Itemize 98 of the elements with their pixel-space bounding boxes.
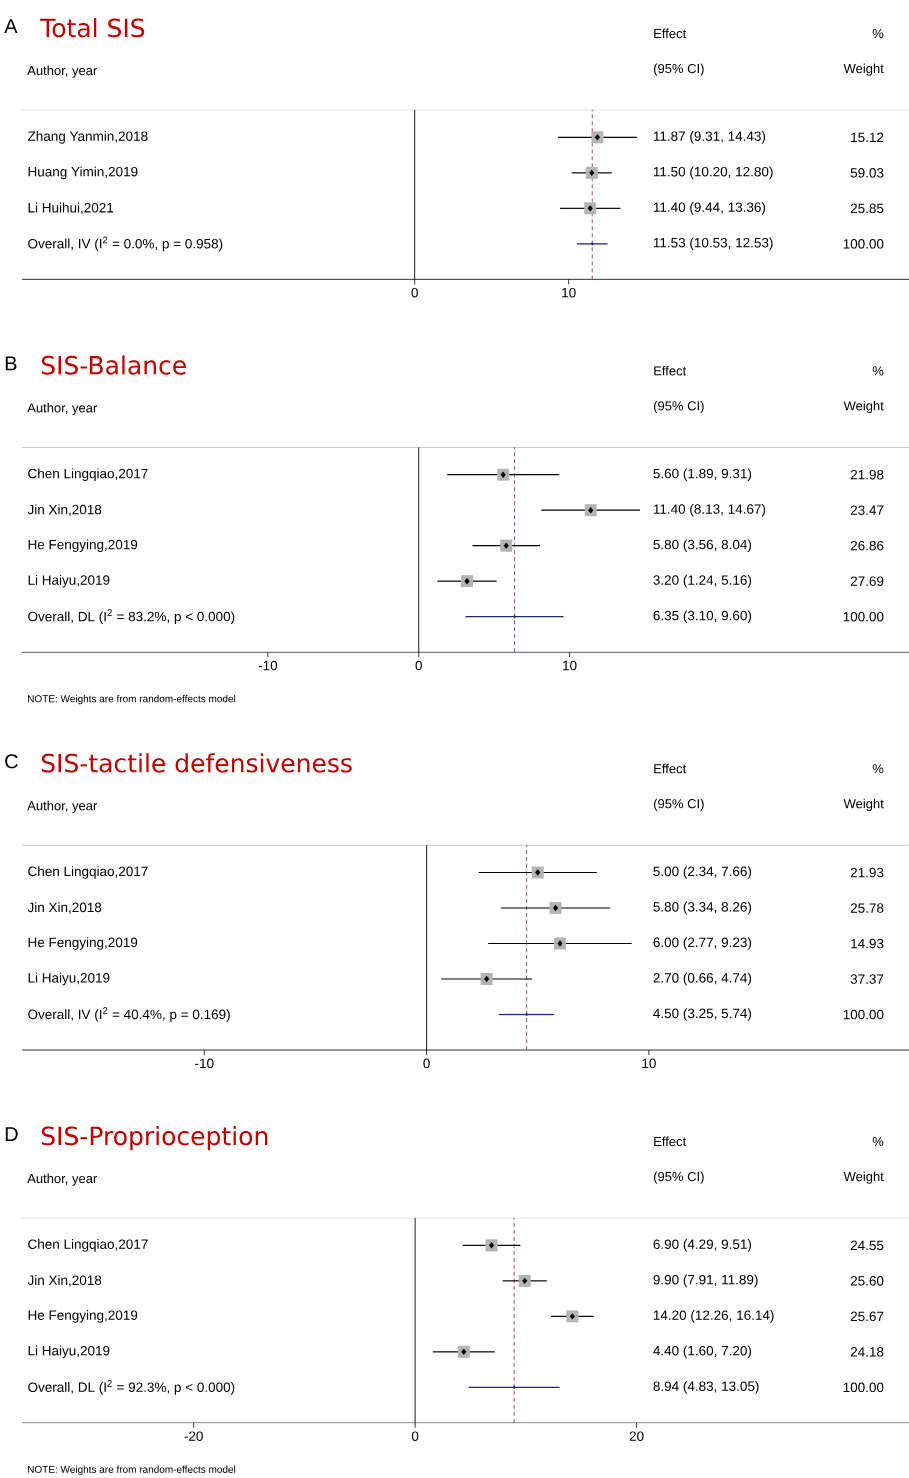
x-tick-label: 10 bbox=[563, 660, 577, 671]
annotation: 14.20 (12.26, 16.14) bbox=[653, 1310, 774, 1323]
text: % bbox=[872, 764, 884, 774]
text: Author, year bbox=[27, 402, 98, 416]
annotation: 24.18 bbox=[850, 1347, 884, 1357]
text: Effect bbox=[654, 1136, 687, 1147]
annotation: 100.00 bbox=[843, 239, 884, 249]
x-tick-label: 20 bbox=[629, 1431, 644, 1441]
annotation: 11.40 (9.44, 13.36) bbox=[653, 202, 766, 215]
y-tick-label: Jin Xin,2018 bbox=[27, 504, 102, 516]
text: B bbox=[5, 356, 17, 371]
annotation: 5.80 (3.56, 8.04) bbox=[653, 539, 752, 552]
x-tick-label: -20 bbox=[184, 1431, 203, 1441]
annotation: 5.60 (1.89, 9.31) bbox=[653, 468, 752, 481]
annotation: 23.47 bbox=[850, 505, 884, 515]
y-tick-label: Overall, IV (I$^{2}$ = 0.0%, p = 0.958) bbox=[28, 236, 223, 252]
annotation: 4.40 (1.60, 7.20) bbox=[653, 1345, 752, 1359]
text: (95% CI) bbox=[654, 63, 704, 76]
text: Weight bbox=[843, 798, 884, 811]
text: (95% CI) bbox=[654, 400, 704, 414]
text: Effect bbox=[654, 365, 687, 376]
annotation: 59.03 bbox=[850, 168, 884, 178]
annotation: 25.67 bbox=[850, 1311, 884, 1322]
annotation: 11.53 (10.53, 12.53) bbox=[653, 237, 773, 251]
annotation: 27.69 bbox=[850, 576, 884, 586]
annotation: 21.93 bbox=[850, 867, 884, 878]
text: Author, year bbox=[27, 800, 98, 813]
y-tick-label: Chen Lingqiao,2017 bbox=[28, 1239, 148, 1252]
x-tick-label: 0 bbox=[423, 1058, 430, 1069]
annotation: 100.00 bbox=[843, 611, 884, 622]
annotation: 14.93 bbox=[851, 938, 884, 949]
x-tick-label: 0 bbox=[415, 660, 422, 671]
annotation: 11.50 (10.20, 12.80) bbox=[653, 166, 773, 180]
y-tick-label: Jin Xin,2018 bbox=[27, 902, 102, 914]
text: A bbox=[4, 19, 18, 34]
annotation: 100.00 bbox=[843, 1009, 884, 1020]
annotation: 25.85 bbox=[850, 203, 884, 214]
text: NOTE: Weights are from random-effects model bbox=[28, 1465, 236, 1475]
y-tick-label: Li Huihui,2021 bbox=[28, 202, 114, 215]
annotation: 5.80 (3.34, 8.26) bbox=[653, 901, 752, 915]
text: NOTE: Weights are from random-effects model bbox=[28, 694, 236, 705]
x-tick-label: -10 bbox=[195, 1058, 214, 1069]
x-tick-label: 0 bbox=[411, 1431, 419, 1441]
text: % bbox=[872, 1137, 884, 1147]
x-tick-label: 10 bbox=[642, 1058, 656, 1069]
text: Weight bbox=[843, 400, 884, 414]
y-tick-label: Chen Lingqiao,2017 bbox=[28, 468, 148, 481]
text: Weight bbox=[843, 63, 884, 76]
chart-title: SIS-Proprioception bbox=[41, 1126, 268, 1151]
text: (95% CI) bbox=[654, 1171, 704, 1184]
y-tick-label: Overall, DL (I$^{2}$ = 92.3%, p < 0.000) bbox=[28, 1380, 235, 1395]
annotation: 26.86 bbox=[850, 540, 884, 551]
annotation: 8.94 (4.83, 13.05) bbox=[653, 1381, 759, 1394]
y-tick-label: Li Haiyu,2019 bbox=[28, 1345, 110, 1359]
y-tick-label: He Fengying,2019 bbox=[28, 1310, 138, 1323]
x-tick-label: 10 bbox=[562, 287, 576, 298]
chart-title: SIS-tactile defensiveness bbox=[41, 753, 352, 773]
y-tick-label: He Fengying,2019 bbox=[28, 539, 138, 552]
annotation: 11.40 (8.13, 14.67) bbox=[653, 503, 766, 517]
text: Effect bbox=[654, 763, 687, 774]
text: Effect bbox=[654, 28, 687, 39]
chart-title: SIS-Balance bbox=[41, 355, 186, 375]
y-tick-label: Jin Xin,2018 bbox=[27, 1275, 102, 1287]
text: Weight bbox=[843, 1171, 884, 1184]
annotation: 9.90 (7.91, 11.89) bbox=[653, 1274, 758, 1288]
annotation: 25.60 bbox=[850, 1276, 884, 1286]
annotation: 21.98 bbox=[850, 469, 884, 480]
annotation: 11.87 (9.31, 14.43) bbox=[653, 131, 766, 144]
y-tick-label: Overall, IV (I$^{2}$ = 40.4%, p = 0.169) bbox=[28, 1007, 230, 1022]
annotation: 6.35 (3.10, 9.60) bbox=[653, 610, 752, 623]
annotation: 24.55 bbox=[850, 1240, 884, 1251]
x-tick-label: 0 bbox=[411, 287, 418, 298]
text: % bbox=[872, 366, 884, 376]
y-tick-label: Chen Lingqiao,2017 bbox=[28, 866, 148, 879]
text: C bbox=[5, 754, 18, 769]
chart-title: Total SIS bbox=[40, 18, 145, 38]
text: (95% CI) bbox=[654, 798, 704, 811]
y-tick-label: Zhang Yanmin,2018 bbox=[27, 131, 148, 144]
y-tick-label: Li Haiyu,2019 bbox=[28, 574, 110, 588]
annotation: 37.37 bbox=[850, 974, 884, 984]
text: Author, year bbox=[27, 65, 98, 78]
annotation: 6.90 (4.29, 9.51) bbox=[653, 1239, 752, 1252]
annotation: 4.50 (3.25, 5.74) bbox=[653, 1008, 752, 1021]
annotation: 100.00 bbox=[843, 1382, 884, 1393]
text: D bbox=[5, 1127, 18, 1142]
y-tick-label: He Fengying,2019 bbox=[28, 937, 138, 950]
annotation: 15.12 bbox=[851, 132, 884, 143]
annotation: 5.00 (2.34, 7.66) bbox=[653, 866, 752, 879]
text: % bbox=[872, 28, 884, 39]
y-tick-label: Huang Yimin,2019 bbox=[28, 166, 138, 180]
y-tick-label: Overall, DL (I$^{2}$ = 83.2%, p < 0.000) bbox=[28, 609, 235, 624]
text: Author, year bbox=[27, 1173, 98, 1186]
annotation: 3.20 (1.24, 5.16) bbox=[653, 574, 752, 588]
y-tick-label: Li Haiyu,2019 bbox=[28, 972, 110, 986]
annotation: 6.00 (2.77, 9.23) bbox=[653, 937, 752, 950]
x-tick-label: -10 bbox=[258, 660, 278, 671]
annotation: 25.78 bbox=[850, 903, 884, 913]
annotation: 2.70 (0.66, 4.74) bbox=[653, 972, 752, 986]
